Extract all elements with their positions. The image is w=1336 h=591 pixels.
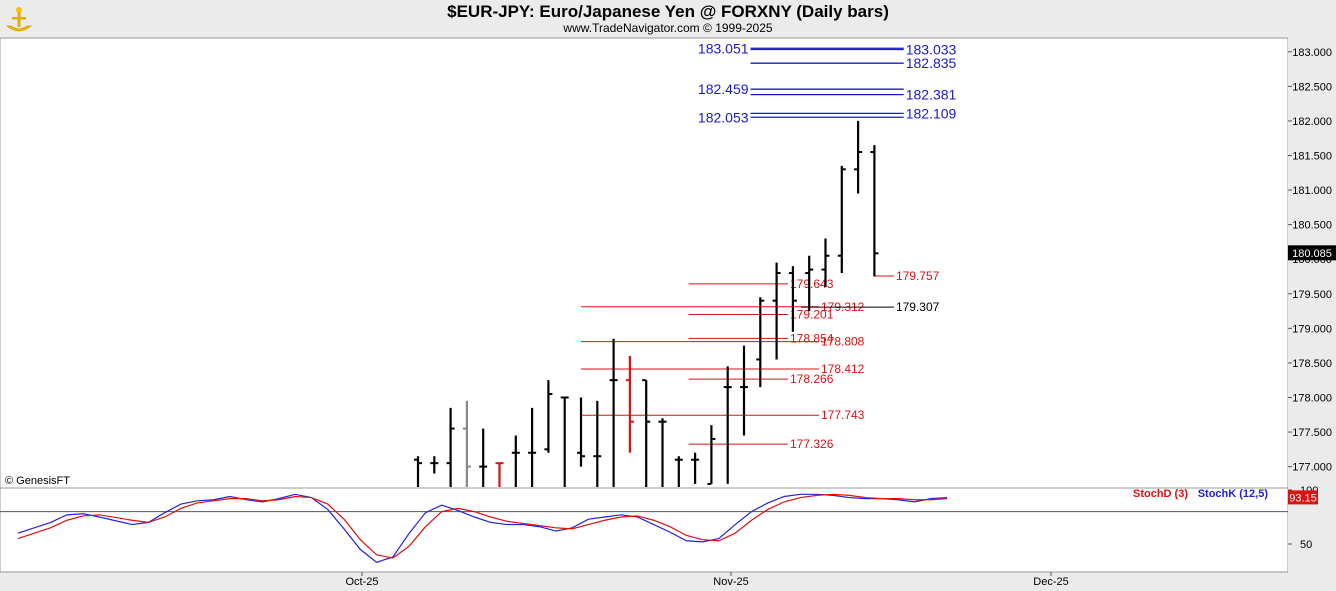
level-label: 183.051 bbox=[698, 40, 749, 56]
date-axis: Oct-25 Nov-25 Dec-25 bbox=[0, 571, 1336, 591]
ohlc-bar bbox=[593, 400, 602, 487]
price-tick-label: 178.000 bbox=[1292, 392, 1332, 404]
stochastic-panel[interactable]: StochD (3) StochK (12,5) bbox=[0, 487, 1289, 573]
ohlc-bar bbox=[870, 145, 879, 277]
ohlc-bar bbox=[772, 262, 781, 360]
price-tick-label: 181.000 bbox=[1292, 185, 1332, 197]
price-tick-label: 180.500 bbox=[1292, 220, 1332, 232]
date-axis-bg bbox=[0, 572, 1336, 591]
stoch-k-legend: StochK (12,5) bbox=[1198, 488, 1269, 500]
chart-title: $EUR-JPY: Euro/Japanese Yen @ FORXNY (Da… bbox=[447, 2, 889, 21]
level-label: 182.459 bbox=[698, 81, 749, 97]
level-label: 178.412 bbox=[821, 362, 865, 376]
ohlc-bar bbox=[446, 407, 455, 487]
price-tick-label: 179.000 bbox=[1292, 323, 1332, 335]
price-tick-label: 178.500 bbox=[1292, 358, 1332, 370]
ohlc-bar bbox=[756, 297, 765, 388]
ohlc-bar bbox=[560, 396, 569, 487]
price-tick-label: 181.500 bbox=[1292, 151, 1332, 163]
ohlc-bar bbox=[479, 428, 488, 487]
last-price-label: 180.085 bbox=[1292, 248, 1332, 260]
level-label: 178.266 bbox=[790, 372, 834, 386]
chart-subtitle: www.TradeNavigator.com © 1999-2025 bbox=[563, 21, 773, 35]
stoch-tick-label: 50 bbox=[1300, 539, 1312, 551]
date-tick-label: Oct-25 bbox=[345, 576, 378, 588]
level-label: 182.835 bbox=[906, 55, 957, 71]
level-label: 182.109 bbox=[906, 105, 957, 121]
ohlc-bar bbox=[821, 238, 830, 287]
ohlc-bar bbox=[707, 425, 716, 485]
price-bars bbox=[414, 120, 879, 487]
ohlc-bar bbox=[805, 255, 814, 312]
date-tick-label: Nov-25 bbox=[713, 576, 748, 588]
price-tick-label: 177.500 bbox=[1292, 427, 1332, 439]
level-label: 179.307 bbox=[896, 300, 940, 314]
ohlc-bar bbox=[642, 379, 651, 487]
stoch-value-label: 93.15 bbox=[1289, 492, 1317, 504]
ohlc-bar bbox=[691, 452, 700, 484]
price-tick-label: 182.000 bbox=[1292, 116, 1332, 128]
stoch-value-box bbox=[1288, 490, 1318, 505]
stoch-d-legend: StochD (3) bbox=[1133, 488, 1188, 500]
level-label: 183.033 bbox=[906, 42, 957, 58]
level-label: 177.326 bbox=[790, 437, 834, 451]
price-tick-label: 183.000 bbox=[1292, 47, 1332, 59]
ohlc-bar bbox=[609, 338, 618, 487]
ohlc-bar bbox=[577, 397, 585, 467]
level-label: 179.757 bbox=[896, 269, 940, 283]
price-tick-label: 179.500 bbox=[1292, 289, 1332, 301]
level-label: 179.201 bbox=[790, 307, 834, 321]
ohlc-bar bbox=[837, 165, 846, 274]
stoch-plot-frame bbox=[0, 487, 1289, 573]
stoch-d-line bbox=[17, 493, 948, 559]
stoch-k-line bbox=[17, 493, 948, 564]
ohlc-bar bbox=[723, 366, 732, 484]
level-label: 182.381 bbox=[906, 87, 957, 103]
price-plot-frame bbox=[0, 37, 1289, 489]
ohlc-bar bbox=[854, 120, 863, 194]
level-label: 177.743 bbox=[821, 408, 865, 422]
level-label: 179.643 bbox=[790, 277, 834, 291]
date-tick-label: Dec-25 bbox=[1033, 576, 1068, 588]
price-tick-label: 182.500 bbox=[1292, 81, 1332, 93]
ohlc-bar bbox=[462, 400, 471, 487]
ohlc-bar bbox=[414, 456, 422, 487]
chart-header: $EUR-JPY: Euro/Japanese Yen @ FORXNY (Da… bbox=[0, 0, 1336, 38]
stoch-axis: 5010093.15 bbox=[1288, 485, 1336, 572]
ohlc-bar bbox=[674, 456, 683, 487]
ohlc-bar bbox=[544, 380, 553, 453]
ohlc-bar bbox=[625, 355, 634, 453]
price-axis-bg bbox=[1288, 38, 1336, 488]
ohlc-bar bbox=[788, 266, 797, 332]
ohlc-bar bbox=[740, 345, 748, 436]
ohlc-bar bbox=[658, 418, 667, 487]
ohlc-bar bbox=[528, 407, 537, 487]
level-label: 178.808 bbox=[821, 335, 865, 349]
copyright-label: © GenesisFT bbox=[5, 475, 70, 487]
price-tick-label: 177.000 bbox=[1292, 462, 1332, 474]
price-axis: 177.000 177.500 178.000 178.500 179.000 179.5… bbox=[1288, 38, 1336, 488]
last-price-box bbox=[1288, 245, 1336, 261]
ohlc-bar bbox=[495, 462, 504, 487]
level-label: 182.053 bbox=[698, 109, 749, 125]
ohlc-bar bbox=[430, 456, 439, 474]
ohlc-bar bbox=[511, 435, 520, 487]
trade-navigator-logo-icon bbox=[5, 7, 33, 32]
